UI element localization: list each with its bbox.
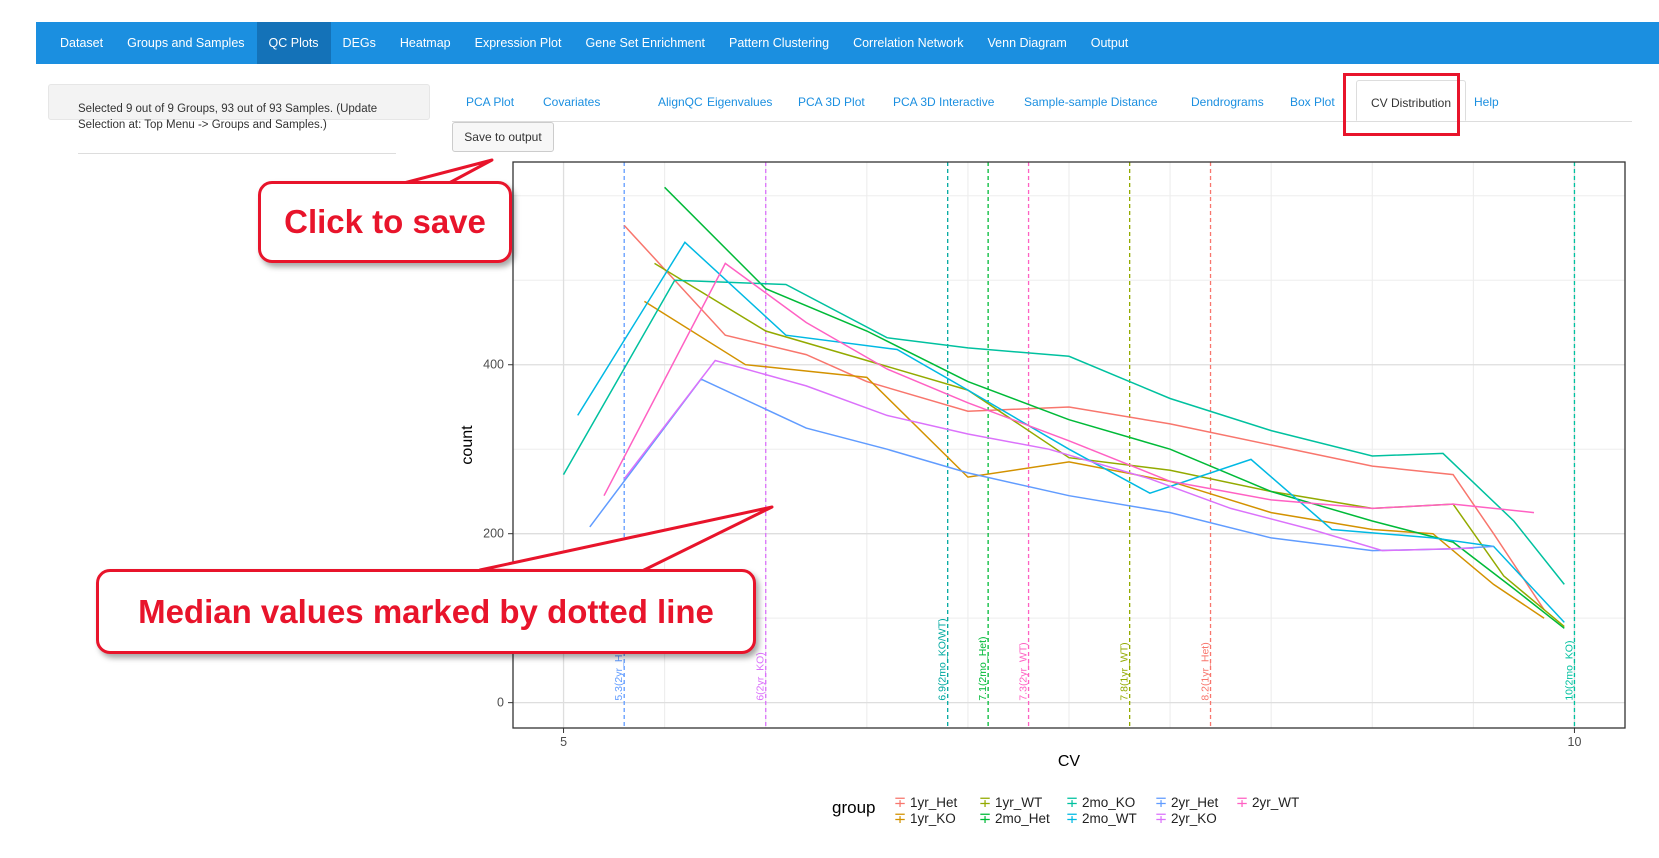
series-line: [623, 359, 1474, 552]
legend-item: ∓ 1yr_WT: [975, 793, 1043, 811]
legend-label: 2yr_KO: [1171, 811, 1217, 826]
legend-key-icon: ∓: [893, 810, 907, 827]
nav-degs[interactable]: DEGs: [342, 36, 376, 50]
legend-label: 2mo_KO: [1082, 795, 1136, 810]
tab-cv-distribution[interactable]: CV Distribution: [1356, 80, 1467, 121]
tab-sample-sample-distance[interactable]: Sample-sample Distance: [1024, 95, 1158, 109]
series-line: [654, 262, 1565, 628]
legend-title: group: [832, 798, 876, 817]
selection-summary-text: Selected 9 out of 9 Groups, 93 out of 93…: [78, 103, 378, 131]
median-label: 6.9(2mo_KO/WT): [937, 618, 949, 700]
x-tick-label: 10: [1568, 735, 1582, 749]
median-label: 8.2(1yr_Het): [1200, 642, 1212, 700]
legend-item: ∓ 1yr_Het: [890, 793, 958, 811]
tab-box-plot[interactable]: Box Plot: [1290, 95, 1335, 109]
top-nav-bar: Dataset Groups and Samples QC Plots DEGs…: [36, 22, 1659, 64]
legend-label: 1yr_KO: [910, 811, 956, 826]
legend-key-icon: ∓: [978, 794, 992, 811]
legend-label: 1yr_Het: [910, 795, 958, 810]
legend-key-icon: ∓: [1154, 794, 1168, 811]
tab-dendrograms[interactable]: Dendrograms: [1191, 95, 1264, 109]
legend-key-icon: ∓: [1235, 794, 1249, 811]
series-line: [623, 224, 1545, 611]
cv-distribution-highlight-box: [1343, 73, 1460, 136]
nav-expression-plot[interactable]: Expression Plot: [474, 36, 562, 50]
y-tick-label: 400: [483, 358, 504, 372]
median-label: 6(2yr_KO): [755, 652, 767, 700]
median-label: 5.3(2yr_Het): [613, 642, 625, 700]
legend-key-icon: ∓: [893, 794, 907, 811]
sidebar-divider: [78, 153, 396, 154]
tab-pca-3d-interactive[interactable]: PCA 3D Interactive: [893, 95, 995, 109]
legend-label: 1yr_WT: [995, 795, 1043, 810]
nav-heatmap[interactable]: Heatmap: [399, 36, 451, 50]
series-line: [562, 279, 1565, 585]
series-line: [577, 241, 1565, 623]
y-axis-title: count: [459, 425, 476, 465]
legend-key-icon: ∓: [978, 810, 992, 827]
tab-help[interactable]: Help: [1474, 95, 1499, 109]
nav-output[interactable]: Output: [1090, 36, 1129, 50]
legend-item: ∓ 2yr_KO: [1151, 809, 1217, 827]
click-to-save-callout: Click to save: [258, 181, 512, 263]
save-to-output-button[interactable]: Save to output: [452, 122, 554, 152]
nav-groups-and-samples[interactable]: Groups and Samples: [127, 36, 245, 50]
tab-covariates[interactable]: Covariates: [543, 95, 601, 109]
median-label: 7.3(2yr_WT): [1018, 642, 1030, 700]
median-callout-pointer: [478, 505, 774, 574]
qc-subtab-bar: PCA Plot Covariates AlignQC Eigenvalues …: [452, 80, 1632, 122]
legend-label: 2mo_Het: [995, 811, 1050, 826]
y-tick-label: 200: [483, 527, 504, 541]
legend-label: 2mo_WT: [1082, 811, 1137, 826]
nav-dataset[interactable]: Dataset: [60, 36, 104, 50]
nav-gene-set-enrichment[interactable]: Gene Set Enrichment: [585, 36, 705, 50]
legend-item: ∓ 2mo_Het: [975, 809, 1050, 827]
y-tick-label: 0: [497, 696, 504, 710]
legend-label: 2yr_WT: [1252, 795, 1300, 810]
median-label: 7.8(1yr_WT): [1119, 642, 1131, 700]
x-axis-title: CV: [1058, 753, 1081, 770]
legend-key-icon: ∓: [1154, 810, 1168, 827]
x-tick-label: 5: [560, 735, 567, 749]
legend-item: ∓ 2mo_KO: [1062, 793, 1136, 811]
nav-pattern-clustering[interactable]: Pattern Clustering: [729, 36, 830, 50]
series-line: [603, 262, 1535, 514]
plot-border: [512, 161, 1626, 729]
nav-correlation-network[interactable]: Correlation Network: [853, 36, 964, 50]
median-label: 10(2mo_KO): [1563, 641, 1575, 701]
legend-item: ∓ 2yr_Het: [1151, 793, 1219, 811]
legend-item: ∓ 2yr_WT: [1232, 793, 1300, 811]
nav-qc-plots[interactable]: QC Plots: [256, 22, 331, 64]
legend-key-icon: ∓: [1065, 810, 1079, 827]
median-label: 7.1(2mo_Het): [977, 636, 989, 700]
tab-alignqc[interactable]: AlignQC: [658, 95, 703, 109]
legend-label: 2yr_Het: [1171, 795, 1219, 810]
tab-pca-plot[interactable]: PCA Plot: [466, 95, 515, 109]
series-line: [664, 186, 1565, 629]
legend-item: ∓ 2mo_WT: [1062, 809, 1137, 827]
tab-pca-3d-plot[interactable]: PCA 3D Plot: [798, 95, 865, 109]
legend-item: ∓ 1yr_KO: [890, 809, 956, 827]
nav-venn-diagram[interactable]: Venn Diagram: [987, 36, 1067, 50]
selection-panel: [48, 84, 430, 120]
tab-eigenvalues[interactable]: Eigenvalues: [707, 95, 773, 109]
legend-key-icon: ∓: [1065, 794, 1079, 811]
median-values-callout: Median values marked by dotted line: [96, 569, 756, 654]
